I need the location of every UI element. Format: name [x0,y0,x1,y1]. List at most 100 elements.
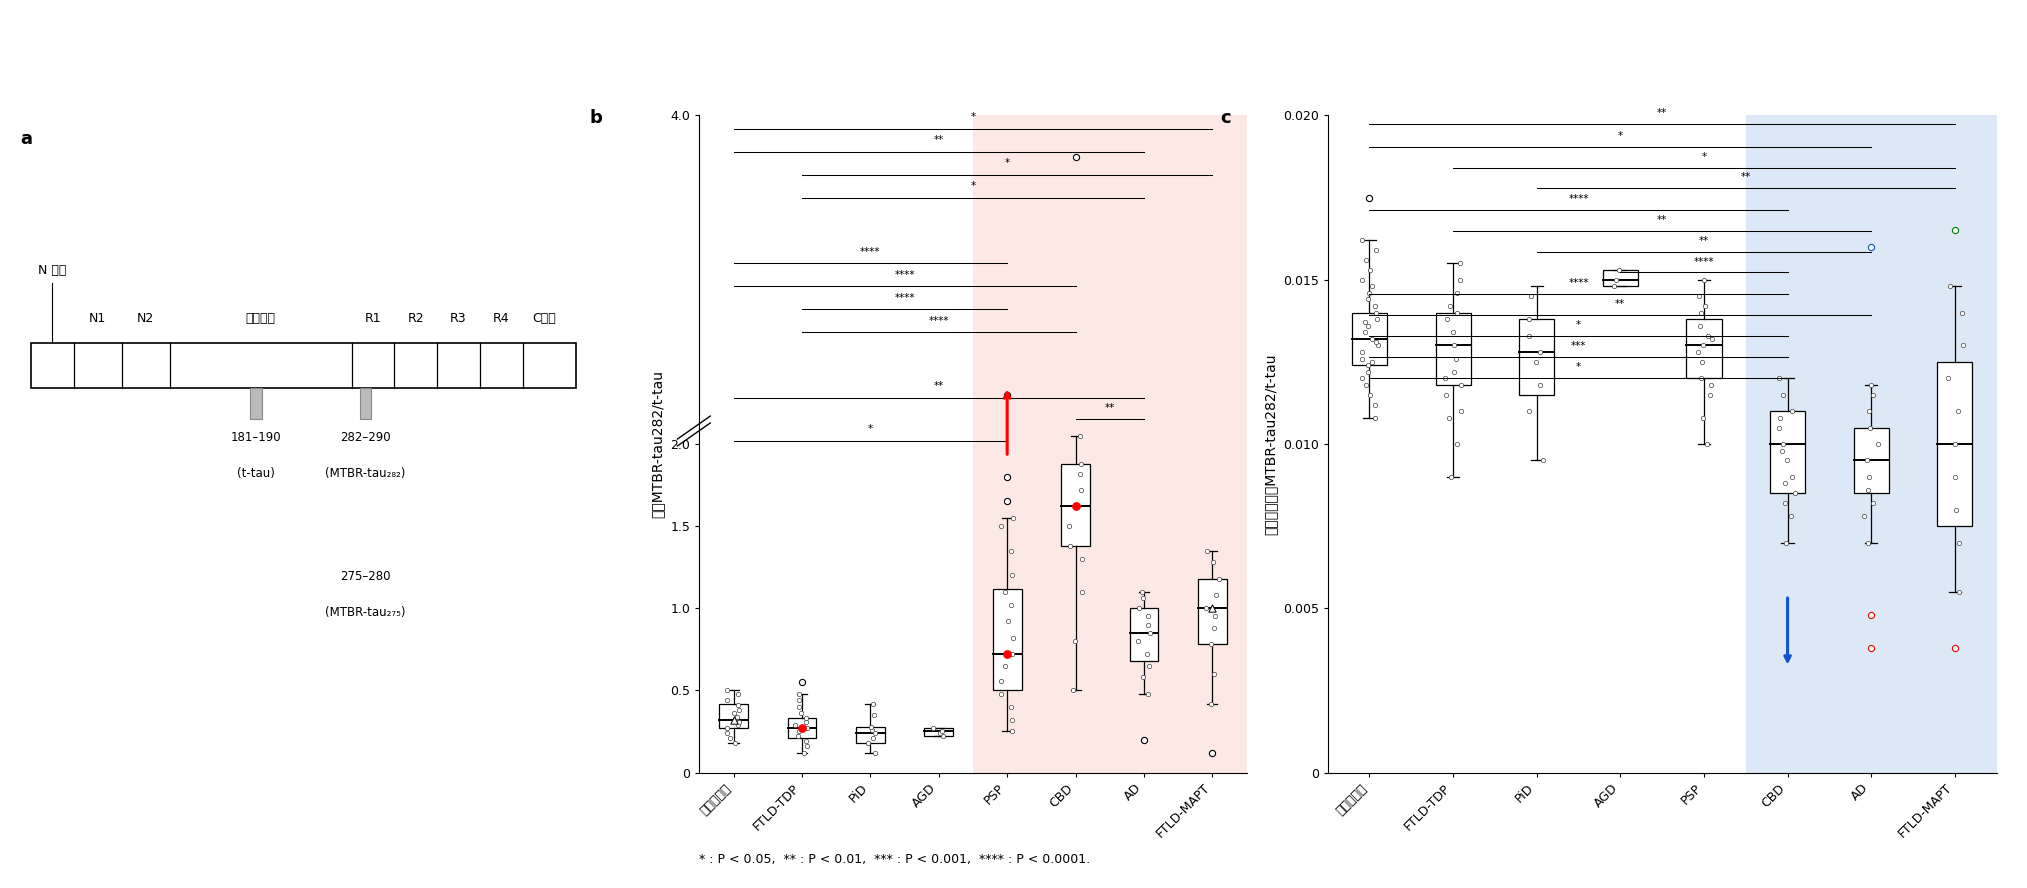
Text: **: ** [1656,215,1668,226]
Bar [30,343,576,389]
Point [1599,273,1632,287]
Point [1196,601,1228,615]
Point [724,715,756,729]
Point [1682,289,1715,304]
Text: R4: R4 [493,312,509,325]
Point [1433,410,1466,424]
Point [1346,371,1378,385]
Point [1524,377,1557,392]
Point [1942,535,1974,550]
Point [995,543,1028,558]
Point [1439,338,1472,353]
Bar [1435,313,1472,385]
Point [1766,437,1798,451]
Point [997,630,1030,645]
Point [711,694,744,708]
Point [1358,398,1391,412]
Point [1360,243,1393,258]
Point [1695,332,1727,346]
Text: *: * [971,112,975,122]
Point [1192,543,1224,558]
Point [1946,305,1978,320]
Point [1356,279,1388,293]
Point [985,686,1018,701]
Point [778,718,811,732]
Point [1512,312,1545,326]
Point [1684,371,1717,385]
Point [1354,191,1386,205]
Point [1356,332,1388,346]
Point [1441,286,1474,300]
Point [989,585,1022,599]
Point [1060,499,1093,513]
Bar [1062,464,1091,546]
Point [1123,601,1155,615]
Text: *: * [1701,152,1707,163]
Point [1064,483,1097,497]
Text: R1: R1 [365,312,381,325]
Bar [1518,319,1555,395]
Point [1772,454,1804,468]
Point [991,614,1024,629]
Text: **: ** [934,382,945,392]
Point [711,726,744,741]
Point [1346,352,1378,366]
Point [985,673,1018,687]
Bar [924,728,953,736]
Point [1776,470,1808,484]
Point [857,696,890,710]
Text: ****: **** [894,293,914,303]
Text: ****: **** [928,316,949,326]
Bar [1770,411,1806,494]
Point [926,729,959,743]
Point [1855,607,1887,622]
Text: *: * [1575,362,1581,372]
Point [1127,591,1159,606]
Text: c: c [1220,109,1230,127]
Text: *: * [868,424,874,434]
Point [782,729,815,743]
Text: ****: **** [859,247,880,257]
Bar [973,115,1247,773]
Point [1768,388,1800,402]
Point [1853,421,1885,435]
Point [1064,466,1097,480]
Text: **: ** [934,135,945,145]
Point [916,721,949,735]
Point [1847,509,1879,523]
Text: C末端: C末端 [533,312,555,325]
Point [1131,647,1163,662]
Point [857,731,890,745]
Point [1776,404,1808,418]
Bar [993,589,1022,691]
Point [791,739,823,753]
Point [1445,377,1478,392]
Point [1932,371,1964,385]
Point [782,686,815,701]
Point [1439,352,1472,366]
Point [1350,377,1382,392]
Point [1348,325,1380,339]
Point [855,719,888,733]
Bar [1745,115,1997,773]
Point [1940,503,1972,517]
Point [1356,354,1388,369]
Point [1352,365,1384,379]
Point [1763,410,1796,424]
Point [1684,305,1717,320]
Point [1196,746,1228,760]
Point [1942,585,1974,599]
Text: *: * [1005,158,1009,168]
Point [782,694,815,708]
Point [1429,371,1461,385]
Point [1131,618,1163,632]
Point [1194,638,1226,652]
Point [1768,496,1800,511]
Point [1938,470,1970,484]
Point [1429,388,1461,402]
Point [1196,555,1228,569]
Point [1052,519,1084,533]
Bar [359,389,371,419]
Text: (MTBR-tau₂₇₅): (MTBR-tau₂₇₅) [324,606,405,619]
Point [1354,388,1386,402]
